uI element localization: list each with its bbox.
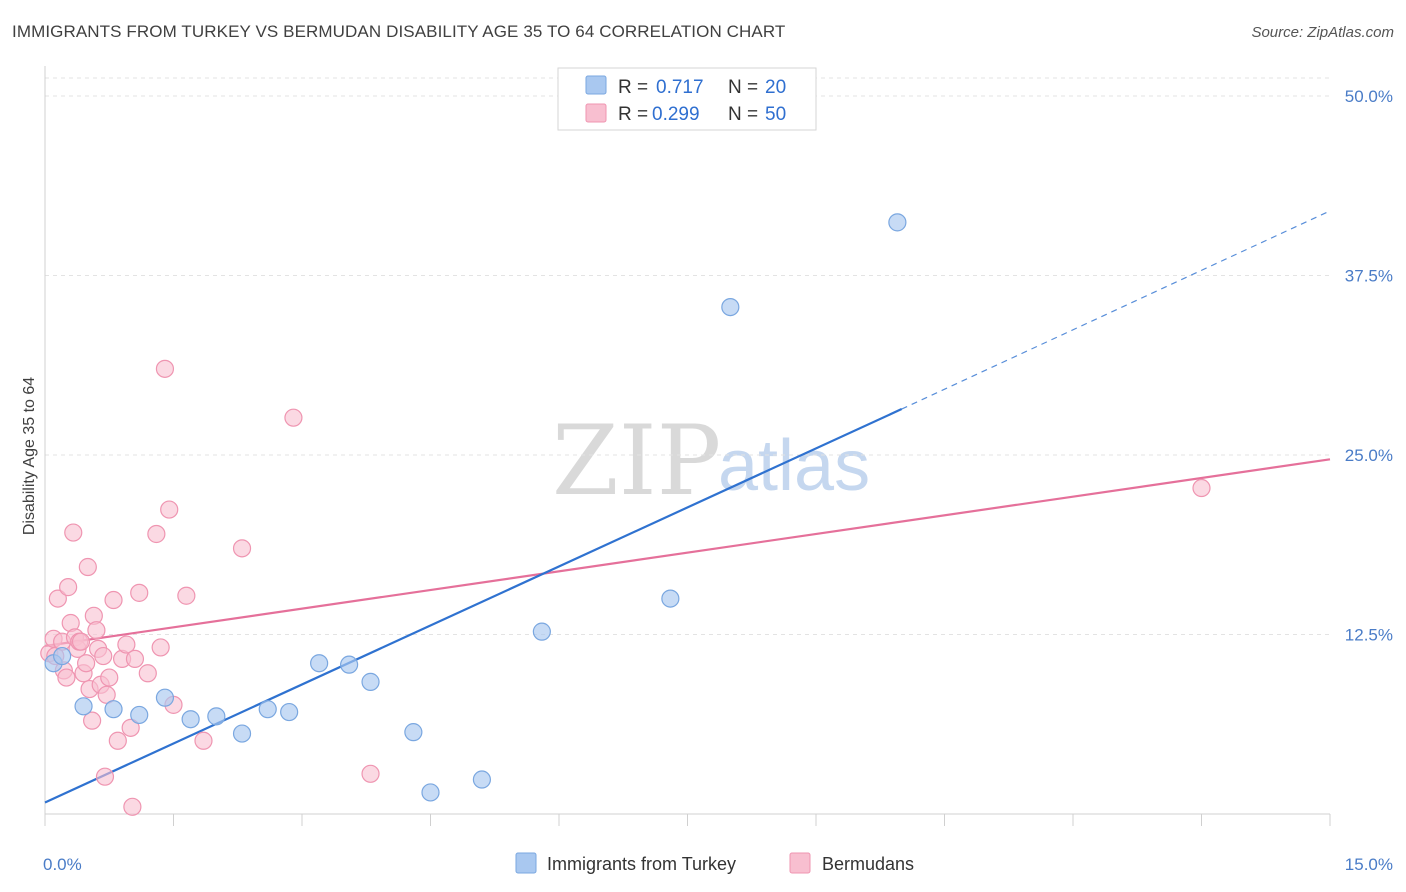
point-turkey-14	[404, 723, 423, 742]
point-turkey-4	[130, 705, 149, 725]
legend-r-label-1: R =	[618, 77, 648, 98]
point-turkey-11	[310, 654, 329, 673]
point-bermudans-45	[361, 764, 380, 783]
data-points	[40, 213, 1211, 816]
legend: R = 0.717 N = 20 R = 0.299 N = 50	[557, 67, 817, 131]
point-turkey-16	[472, 770, 491, 789]
trend-lines	[44, 210, 1331, 804]
legend-r-value-2: 0.299	[652, 104, 700, 125]
trend-line-turkey	[44, 408, 903, 804]
point-bermudans-6	[57, 668, 76, 687]
point-bermudans-15	[77, 654, 96, 673]
y-tick-labels: 12.5% 25.0% 37.5% 50.0%	[1345, 87, 1393, 645]
point-bermudans-26	[100, 668, 119, 687]
point-turkey-1	[53, 646, 72, 666]
point-bermudans-36	[147, 524, 166, 544]
point-bermudans-44	[284, 408, 303, 427]
legend-r-value-1: 0.717	[656, 77, 704, 98]
point-bermudans-37	[151, 638, 170, 657]
point-bermudans-28	[108, 731, 127, 750]
point-turkey-2	[74, 697, 93, 716]
chart-title: IMMIGRANTS FROM TURKEY VS BERMUDAN DISAB…	[12, 22, 786, 41]
bottom-legend: Immigrants from Turkey Bermudans	[515, 852, 914, 874]
y-tick-label-1: 25.0%	[1345, 446, 1393, 465]
watermark-zip: ZIP	[552, 405, 721, 517]
watermark: ZIP atlas	[552, 405, 870, 517]
point-turkey-8	[232, 724, 252, 743]
point-bermudans-41	[177, 586, 196, 605]
point-bermudans-33	[125, 649, 145, 669]
point-turkey-19	[721, 297, 740, 317]
bottom-legend-swatch-turkey	[515, 852, 537, 874]
legend-swatch-bermudans	[585, 103, 607, 123]
x-tick-label-0: 0.0%	[43, 855, 82, 874]
point-bermudans-42	[194, 731, 213, 750]
x-tick-labels: 0.0% 15.0%	[43, 855, 1393, 874]
legend-n-label-2: N =	[728, 104, 758, 125]
point-turkey-5	[155, 688, 175, 707]
point-bermudans-34	[130, 583, 149, 602]
point-turkey-18	[661, 589, 680, 608]
point-bermudans-9	[64, 523, 83, 542]
point-bermudans-38	[155, 359, 175, 378]
point-turkey-20	[888, 213, 907, 232]
point-bermudans-3	[48, 589, 67, 608]
watermark-atlas: atlas	[718, 426, 870, 506]
point-turkey-9	[258, 700, 277, 719]
legend-swatch-turkey	[585, 75, 607, 95]
trend-line-turkey-extension	[901, 210, 1331, 410]
point-bermudans-46	[1192, 478, 1211, 498]
axes	[44, 66, 1331, 826]
legend-n-value-2: 50	[765, 104, 786, 125]
legend-n-label-1: N =	[728, 77, 758, 98]
legend-n-value-1: 20	[765, 77, 786, 98]
point-turkey-6	[181, 710, 200, 729]
point-bermudans-7	[59, 578, 78, 597]
point-bermudans-18	[83, 711, 102, 730]
source-label: Source: ZipAtlas.com	[1251, 24, 1394, 41]
point-turkey-3	[104, 700, 123, 719]
y-axis-label: Disability Age 35 to 64	[21, 377, 38, 535]
point-bermudans-43	[232, 539, 252, 558]
point-turkey-12	[340, 655, 359, 674]
point-turkey-10	[280, 702, 299, 722]
x-tick-label-1: 15.0%	[1345, 855, 1393, 874]
bottom-legend-swatch-bermudans	[789, 852, 811, 874]
point-turkey-17	[532, 622, 551, 641]
point-bermudans-24	[95, 767, 115, 786]
point-bermudans-16	[78, 557, 97, 577]
bottom-legend-label-bermudans: Bermudans	[822, 854, 914, 874]
y-tick-label-3: 50.0%	[1345, 87, 1393, 106]
point-bermudans-20	[87, 621, 106, 640]
bottom-legend-label-turkey: Immigrants from Turkey	[547, 854, 736, 874]
point-turkey-7	[207, 707, 226, 726]
point-bermudans-30	[117, 635, 136, 654]
y-tick-label-0: 12.5%	[1345, 626, 1393, 645]
point-turkey-13	[361, 672, 380, 691]
point-bermudans-35	[138, 664, 157, 683]
legend-r-label-2: R =	[618, 104, 648, 125]
point-bermudans-39	[160, 500, 179, 519]
point-turkey-15	[421, 783, 440, 802]
point-bermudans-31	[121, 718, 140, 737]
trend-line-bermudans	[44, 458, 1331, 648]
point-bermudans-32	[123, 797, 142, 816]
point-bermudans-23	[94, 646, 113, 666]
point-bermudans-13	[71, 632, 91, 651]
point-bermudans-27	[104, 590, 123, 610]
y-tick-label-2: 37.5%	[1345, 267, 1393, 286]
